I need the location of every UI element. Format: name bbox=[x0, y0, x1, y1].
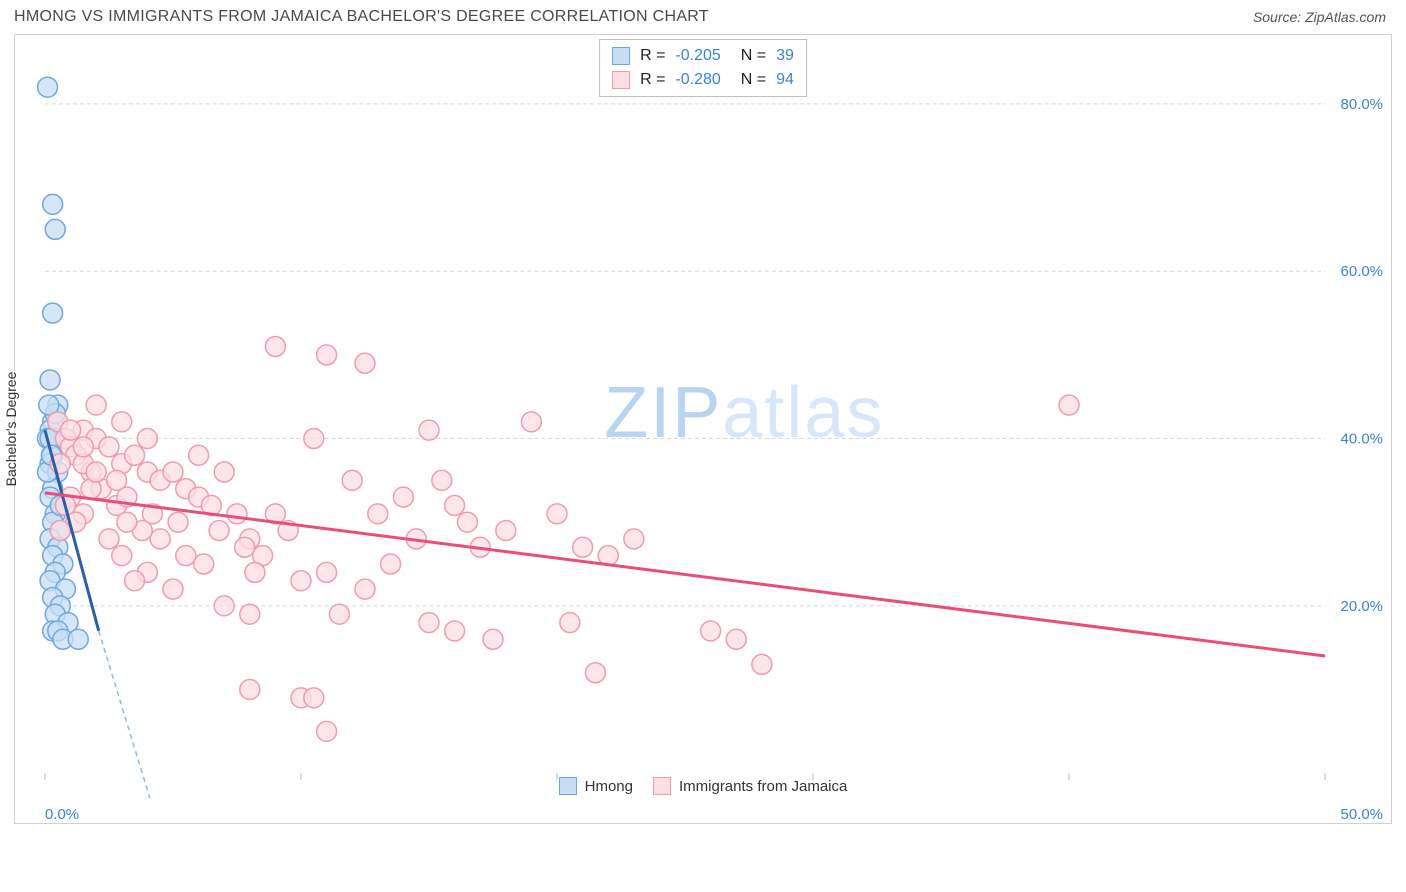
svg-text:40.0%: 40.0% bbox=[1341, 431, 1383, 448]
chart-container: Bachelor's Degree ZIPatlas 20.0%40.0%60.… bbox=[14, 34, 1392, 824]
svg-text:0.0%: 0.0% bbox=[45, 806, 79, 823]
source-attribution: Source: ZipAtlas.com bbox=[1253, 9, 1386, 25]
legend-series-name: Immigrants from Jamaica bbox=[679, 778, 847, 795]
legend-swatch bbox=[612, 47, 630, 65]
legend-series-name: Hmong bbox=[585, 778, 633, 795]
svg-text:50.0%: 50.0% bbox=[1341, 806, 1383, 823]
legend-r-value: -0.280 bbox=[675, 68, 720, 92]
legend-n-value: 94 bbox=[776, 68, 794, 92]
legend-swatch bbox=[559, 777, 577, 795]
svg-text:80.0%: 80.0% bbox=[1341, 96, 1383, 113]
scatter-chart: 20.0% 40.0% 60.0% 80.0% 0.0% 50.0% bbox=[15, 35, 1391, 823]
legend-item: Hmong bbox=[559, 777, 633, 795]
correlation-legend: R = -0.205 N = 39 R = -0.280 N = 94 bbox=[599, 39, 807, 97]
legend-swatch bbox=[612, 71, 630, 89]
svg-text:20.0%: 20.0% bbox=[1341, 598, 1383, 615]
legend-item: Immigrants from Jamaica bbox=[653, 777, 847, 795]
legend-n-label: N = bbox=[741, 44, 766, 68]
legend-n-label: N = bbox=[741, 68, 766, 92]
series-legend: Hmong Immigrants from Jamaica bbox=[15, 777, 1391, 799]
y-axis-label: Bachelor's Degree bbox=[3, 372, 19, 487]
legend-r-value: -0.205 bbox=[675, 44, 720, 68]
legend-swatch bbox=[653, 777, 671, 795]
chart-title: HMONG VS IMMIGRANTS FROM JAMAICA BACHELO… bbox=[14, 8, 709, 26]
legend-r-label: R = bbox=[640, 68, 665, 92]
svg-text:60.0%: 60.0% bbox=[1341, 263, 1383, 280]
header: HMONG VS IMMIGRANTS FROM JAMAICA BACHELO… bbox=[0, 0, 1406, 30]
legend-n-value: 39 bbox=[776, 44, 794, 68]
legend-r-label: R = bbox=[640, 44, 665, 68]
legend-row: R = -0.280 N = 94 bbox=[612, 68, 794, 92]
legend-row: R = -0.205 N = 39 bbox=[612, 44, 794, 68]
